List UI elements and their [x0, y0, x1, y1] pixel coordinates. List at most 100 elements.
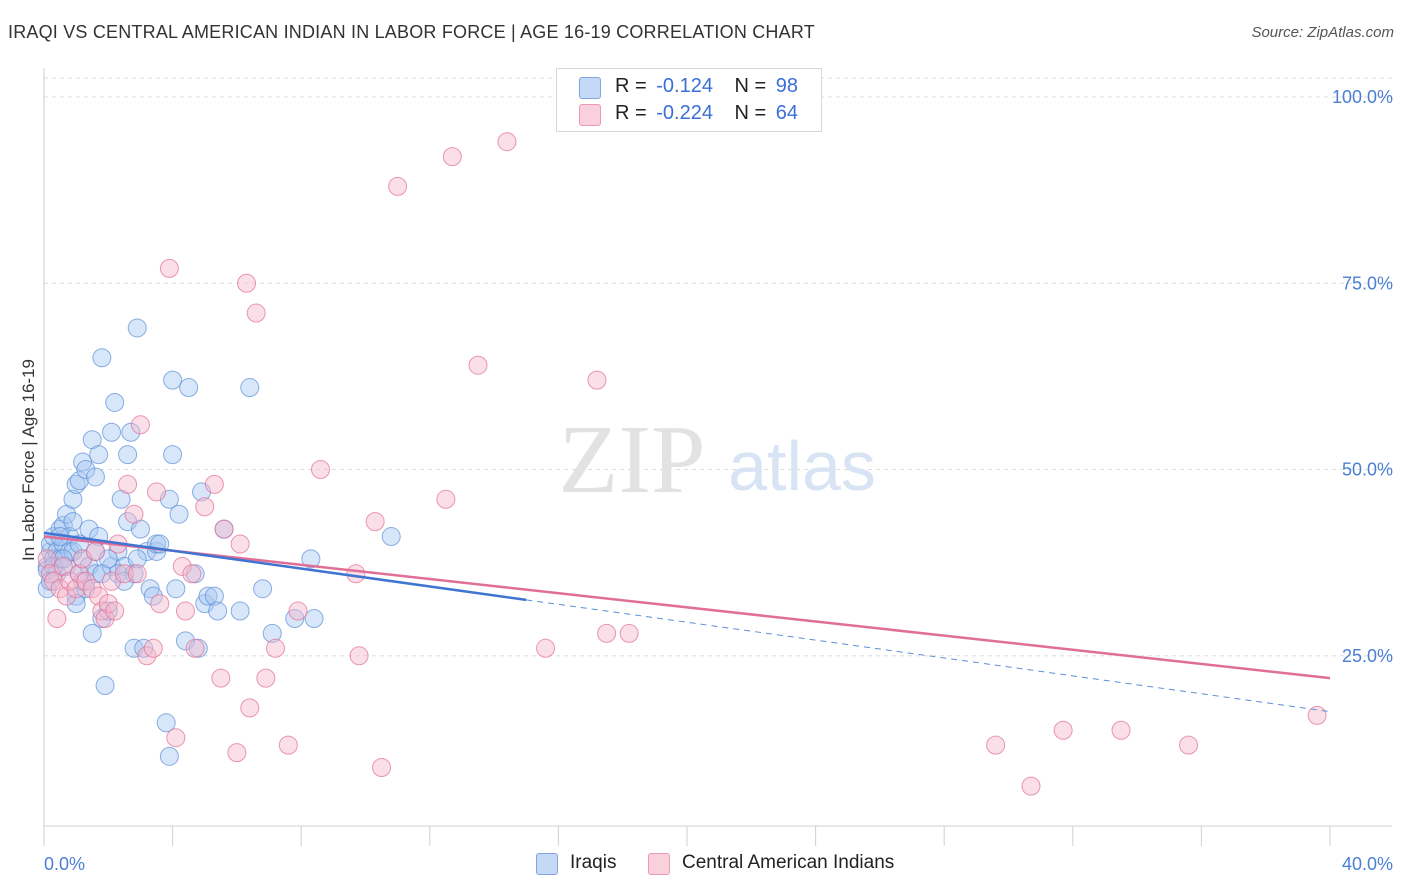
legend-swatch-iraqis: [579, 77, 601, 99]
point-iraqis: [37, 560, 57, 580]
point-central-american-indians: [130, 415, 150, 435]
point-iraqis: [127, 318, 147, 338]
bottom-legend-swatch-iraqis: [536, 853, 558, 875]
point-central-american-indians: [587, 370, 607, 390]
point-central-american-indians: [37, 549, 57, 569]
point-central-american-indians: [85, 541, 105, 561]
point-iraqis: [108, 564, 128, 584]
gridlines: [44, 77, 1392, 657]
point-central-american-indians: [536, 638, 556, 658]
legend-n-value: 98: [775, 75, 799, 97]
point-iraqis: [381, 527, 401, 547]
point-central-american-indians: [118, 474, 138, 494]
point-central-american-indians: [497, 132, 517, 152]
point-central-american-indians: [82, 579, 102, 599]
point-iraqis: [105, 392, 125, 412]
point-central-american-indians: [172, 556, 192, 576]
point-central-american-indians: [211, 668, 231, 688]
point-central-american-indians: [372, 758, 392, 777]
point-central-american-indians: [195, 497, 215, 517]
point-iraqis: [102, 422, 122, 442]
watermark-atlas: atlas: [728, 427, 876, 505]
point-iraqis: [53, 549, 73, 569]
point-iraqis: [92, 564, 112, 584]
point-iraqis: [301, 549, 321, 569]
point-central-american-indians: [240, 698, 260, 718]
point-central-american-indians: [127, 564, 147, 584]
chart-title: IRAQI VS CENTRAL AMERICAN INDIAN IN LABO…: [8, 22, 815, 42]
point-central-american-indians: [349, 646, 369, 666]
watermark: ZIP atlas: [559, 406, 876, 514]
point-central-american-indians: [66, 579, 86, 599]
legend-r-value: -0.124: [656, 75, 713, 97]
point-central-american-indians: [436, 489, 456, 509]
point-iraqis: [156, 713, 176, 733]
point-central-american-indians: [619, 623, 639, 643]
point-central-american-indians: [76, 571, 96, 591]
point-iraqis: [89, 445, 109, 465]
bottom-legend-swatch-central-american-indians: [648, 853, 670, 875]
point-iraqis: [166, 579, 186, 599]
point-central-american-indians: [185, 638, 205, 658]
point-central-american-indians: [1111, 720, 1131, 740]
point-iraqis: [304, 609, 324, 628]
point-iraqis: [208, 601, 228, 621]
point-iraqis: [66, 474, 86, 494]
point-central-american-indians: [256, 668, 276, 688]
legend-swatch-central-american-indians: [579, 104, 601, 126]
point-central-american-indians: [182, 564, 202, 584]
point-central-american-indians: [69, 564, 89, 584]
point-central-american-indians: [986, 735, 1006, 755]
point-iraqis: [127, 549, 147, 569]
point-central-american-indians: [237, 273, 257, 293]
point-iraqis: [198, 586, 218, 606]
point-central-american-indians: [1179, 735, 1199, 755]
legend-r-label: R =: [615, 75, 647, 97]
point-central-american-indians: [442, 147, 462, 167]
point-central-american-indians: [166, 728, 186, 748]
point-central-american-indians: [105, 601, 125, 621]
point-iraqis: [253, 579, 273, 599]
point-central-american-indians: [388, 176, 408, 196]
y-tick-label: 100.0%: [1332, 87, 1393, 107]
legend-n-label: N =: [734, 75, 767, 97]
tick-labels: 25.0% 50.0% 75.0% 100.0% 0.0% 40.0%: [44, 87, 1393, 874]
legend-r-label: R =: [615, 102, 647, 124]
y-tick-label: 25.0%: [1342, 646, 1393, 666]
y-tick-label: 50.0%: [1342, 460, 1393, 480]
point-central-american-indians: [265, 638, 285, 658]
point-iraqis: [92, 348, 112, 368]
point-iraqis: [159, 746, 179, 766]
bottom-legend-label-central-american-indians: Central American Indians: [682, 852, 895, 873]
point-central-american-indians: [214, 519, 234, 539]
point-central-american-indians: [365, 512, 385, 532]
source-label: Source: ZipAtlas.com: [1251, 24, 1394, 41]
point-iraqis: [204, 586, 224, 606]
x-tick-label-max: 40.0%: [1342, 854, 1393, 874]
point-iraqis: [121, 422, 141, 442]
point-central-american-indians: [89, 586, 109, 606]
point-iraqis: [63, 512, 83, 532]
point-iraqis: [179, 378, 199, 398]
point-central-american-indians: [95, 609, 115, 628]
point-central-american-indians: [204, 474, 224, 494]
point-iraqis: [95, 676, 115, 696]
point-iraqis: [63, 541, 83, 561]
point-iraqis: [143, 586, 163, 606]
point-central-american-indians: [60, 571, 80, 591]
point-central-american-indians: [137, 646, 157, 666]
point-central-american-indians: [1053, 720, 1073, 740]
legend-n-label: N =: [734, 102, 767, 124]
point-central-american-indians: [310, 460, 330, 479]
y-axis-title: In Labor Force | Age 16-19: [19, 359, 38, 561]
point-iraqis: [169, 504, 189, 524]
point-central-american-indians: [468, 355, 488, 375]
watermark-zip: ZIP: [559, 406, 706, 514]
point-central-american-indians: [57, 586, 77, 606]
point-central-american-indians: [143, 638, 163, 658]
bottom-legend-label-iraqis: Iraqis: [570, 852, 617, 873]
point-central-american-indians: [44, 571, 64, 591]
point-iraqis: [230, 601, 250, 621]
point-iraqis: [240, 378, 260, 398]
